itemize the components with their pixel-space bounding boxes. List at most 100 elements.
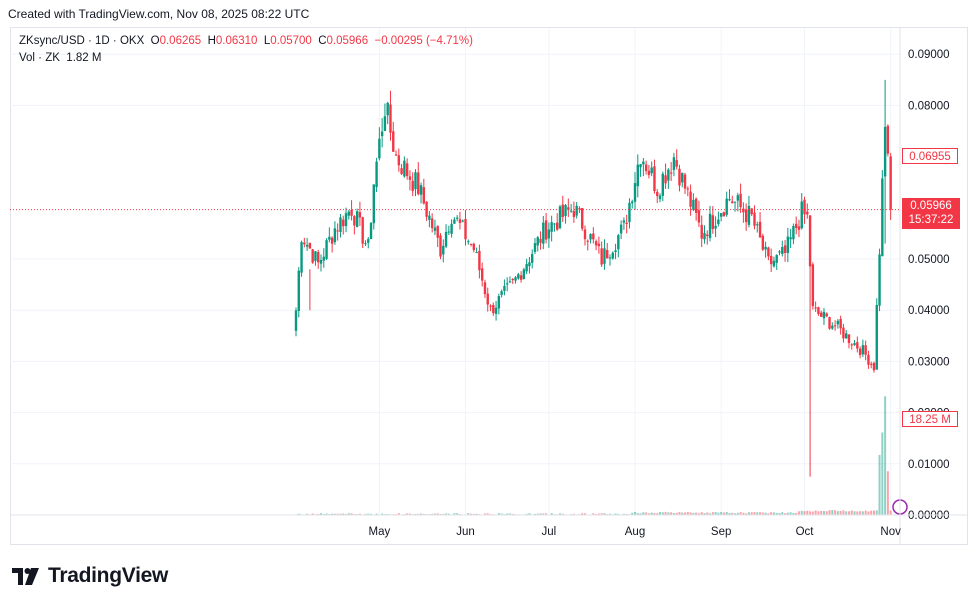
volume-bar <box>558 513 561 515</box>
candle-body <box>436 226 439 238</box>
candle-body <box>583 229 587 240</box>
candle-body <box>708 213 712 239</box>
candle-body <box>428 215 431 220</box>
candle-body <box>539 238 542 243</box>
volume-bar <box>697 513 700 515</box>
volume-bar <box>581 513 584 515</box>
candle-body <box>450 223 453 234</box>
candle-body <box>697 210 701 223</box>
volume-bar <box>845 511 848 515</box>
candle-body <box>297 270 300 312</box>
candle-body <box>564 205 567 217</box>
volume-bar <box>820 510 823 515</box>
candle-body <box>333 228 337 243</box>
candle-body <box>408 176 412 180</box>
tradingview-logo-icon <box>12 568 39 585</box>
candle-body <box>475 252 478 254</box>
volume-bar <box>672 513 675 515</box>
volume-bar <box>420 513 423 515</box>
candle-body <box>339 217 342 232</box>
candle-body <box>867 354 870 365</box>
low-value: 0.05700 <box>270 35 312 47</box>
candle-body <box>361 217 364 244</box>
tradingview-logo[interactable]: TradingView <box>12 564 168 588</box>
x-tick-label: Jul <box>542 526 557 538</box>
candle-body <box>858 348 862 355</box>
candle-body <box>845 333 848 339</box>
volume-bar <box>364 513 367 515</box>
x-tick-label: Oct <box>796 526 815 538</box>
volume-bar <box>836 511 839 515</box>
candle-body <box>675 160 678 167</box>
candle-body <box>597 243 601 247</box>
candle-body <box>461 220 464 222</box>
y-tick-label: 0.00000 <box>908 510 950 522</box>
volume-bar <box>539 513 542 515</box>
change-value: −0.00295 (−4.71%) <box>374 35 473 47</box>
volume-bar <box>872 510 875 515</box>
candle-body <box>681 172 684 183</box>
candle-body <box>658 195 662 200</box>
candle-body <box>856 342 859 349</box>
volume-bar <box>681 512 684 515</box>
candle-body <box>814 307 817 309</box>
volume-bar <box>350 513 353 515</box>
candle-body <box>433 227 437 231</box>
x-tick-label: Nov <box>880 526 901 538</box>
price-axis: 0.090000.080000.050000.040000.030000.020… <box>899 28 950 545</box>
candle-body <box>808 215 812 267</box>
candle-body <box>689 191 692 207</box>
candle-body <box>586 240 589 242</box>
candle-body <box>825 313 828 317</box>
volume-bar <box>370 513 373 515</box>
candle-body <box>794 223 798 228</box>
volume-bar <box>803 511 806 515</box>
candle-body <box>517 274 520 279</box>
candle-body <box>694 198 698 213</box>
candle-body <box>344 213 348 227</box>
volume-bar <box>709 513 712 515</box>
volume-bar <box>456 513 459 515</box>
volume-bar <box>583 513 586 515</box>
candle-body <box>561 204 564 218</box>
candle-body <box>839 318 842 329</box>
volume-bar <box>408 513 411 515</box>
candle-body <box>678 168 681 186</box>
volume-bar <box>431 513 434 515</box>
candle-body <box>806 211 809 215</box>
volume-bar <box>486 513 489 515</box>
candle-body <box>744 209 748 223</box>
volume-bar <box>642 512 645 515</box>
volume-bar <box>572 513 575 515</box>
candle-body <box>700 224 703 239</box>
volume-bar <box>472 513 475 515</box>
candle-body <box>489 305 492 307</box>
candle-body <box>756 224 759 226</box>
volume-bar <box>786 512 789 515</box>
candle-body <box>628 202 631 223</box>
candle-body <box>761 235 765 250</box>
volume-bar <box>875 510 878 515</box>
volume-bar <box>706 512 709 515</box>
candle-body <box>369 222 373 240</box>
volume-bar <box>745 513 748 515</box>
volume-bar <box>375 513 378 515</box>
volume-bar <box>483 513 486 515</box>
volume-bar <box>878 455 881 515</box>
volume-bar <box>550 513 553 515</box>
volume-bar <box>886 471 889 515</box>
candle-body <box>522 269 526 279</box>
volume-bar <box>756 512 759 515</box>
candle-body <box>786 236 790 254</box>
candle-body <box>414 172 417 190</box>
volume-bar <box>775 513 778 515</box>
candle-body <box>592 233 595 240</box>
close-value: 0.05966 <box>326 35 369 47</box>
candle-body <box>328 236 331 240</box>
candle-body <box>714 225 717 229</box>
candle-body <box>656 191 659 197</box>
volume-bar <box>506 513 509 515</box>
y-tick-label: 0.08000 <box>908 100 950 112</box>
volume-bar <box>536 513 539 515</box>
